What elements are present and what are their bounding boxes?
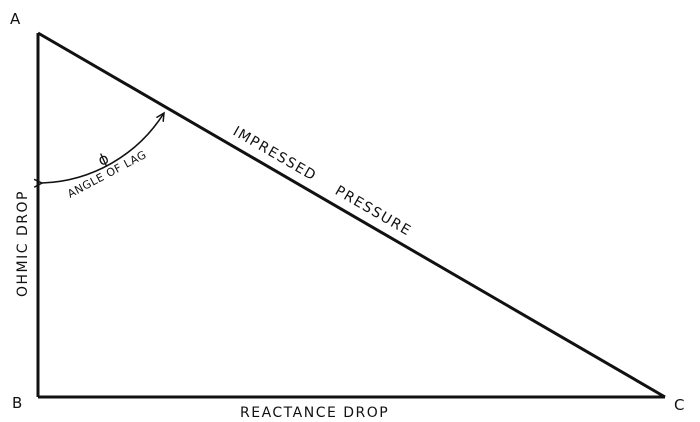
- side-ac: [37, 31, 666, 399]
- vertex-b-label: B: [12, 394, 22, 412]
- impressed-pressure-label: IMPRESSED PRESSURE: [230, 124, 414, 240]
- angle-arc-arrow: [42, 113, 164, 183]
- vertex-c-label: C: [674, 396, 684, 414]
- vertex-a-label: A: [10, 10, 21, 28]
- ohmic-drop-label: OHMIC DROP: [15, 190, 31, 297]
- reactance-drop-label: REACTANCE DROP: [240, 405, 389, 421]
